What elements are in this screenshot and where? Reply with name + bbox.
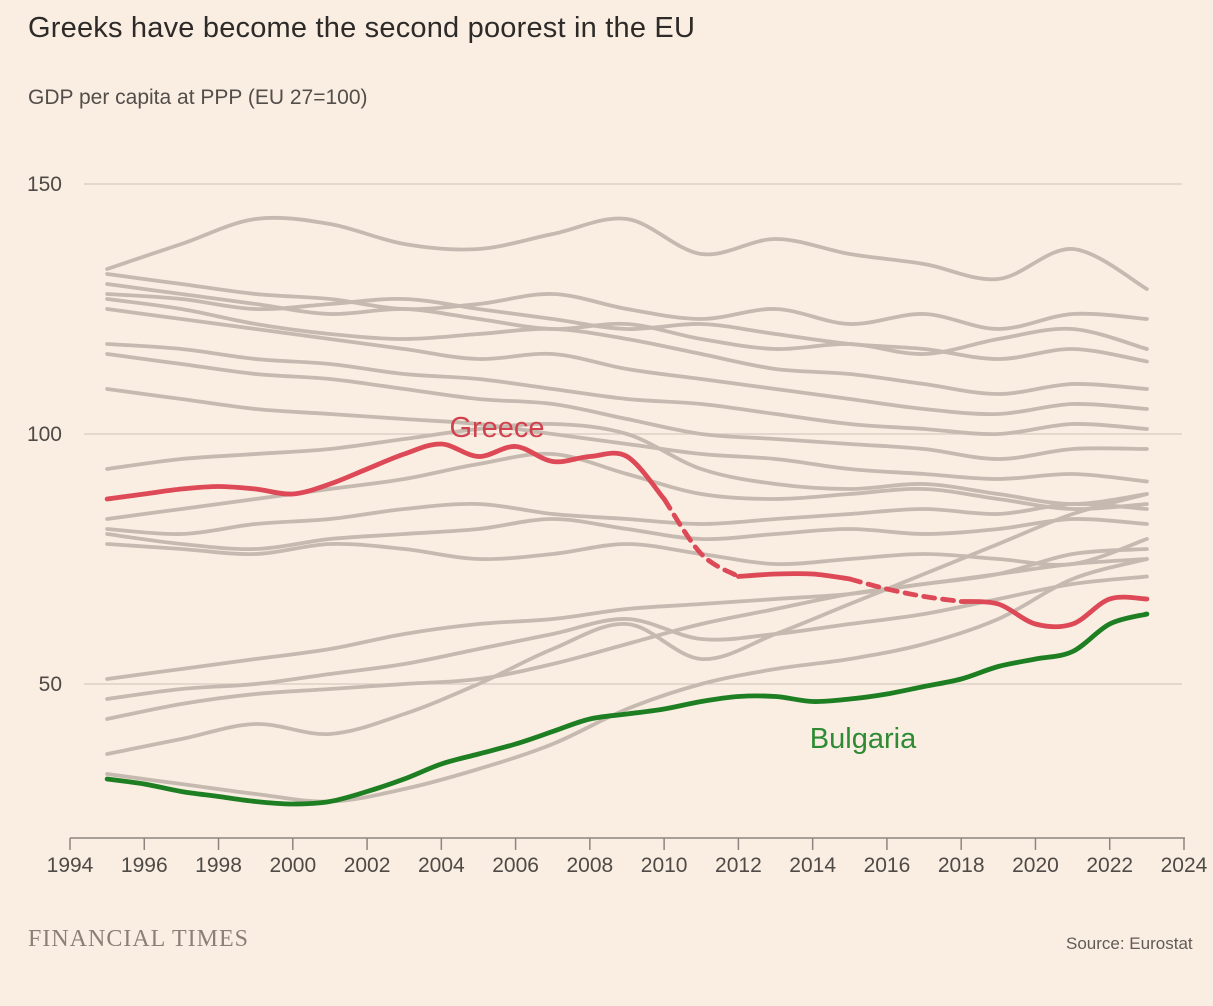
background-country-line xyxy=(105,421,1149,506)
y-tick-label: 150 xyxy=(27,173,62,196)
background-country-line xyxy=(105,501,1149,536)
ft-logo-text: FINANCIAL TIMES xyxy=(28,926,250,952)
background-country-line xyxy=(105,215,1149,291)
x-tick-label: 2012 xyxy=(715,854,762,877)
bulgaria-line xyxy=(104,611,1150,807)
greece-line xyxy=(661,496,741,579)
x-tick-label: 2022 xyxy=(1086,854,1133,877)
background-country-line xyxy=(105,547,1149,721)
x-tick-label: 2020 xyxy=(1012,854,1059,877)
background-country-line xyxy=(105,492,1149,756)
greece-line xyxy=(958,594,1150,630)
y-tick-label: 100 xyxy=(27,423,62,446)
x-tick-label: 2018 xyxy=(938,854,985,877)
background-country-line xyxy=(105,272,1149,331)
x-tick-label: 1998 xyxy=(195,854,242,877)
y-tick-label: 50 xyxy=(39,673,62,696)
background-country-line xyxy=(105,387,1149,484)
x-tick-label: 2014 xyxy=(789,854,836,877)
x-tick-label: 2006 xyxy=(492,854,539,877)
bulgaria-series-label: Bulgaria xyxy=(810,723,917,755)
greece-series-label: Greece xyxy=(449,412,544,444)
background-country-line xyxy=(105,537,1149,567)
x-tick-label: 2004 xyxy=(418,854,465,877)
greece-line xyxy=(104,441,667,502)
background-country-line xyxy=(105,574,1149,701)
background-country-line xyxy=(105,517,1149,552)
background-country-line xyxy=(105,292,1149,364)
background-country-line xyxy=(105,297,1149,396)
background-country-line xyxy=(105,557,1149,804)
greece-line xyxy=(735,571,853,582)
background-country-line xyxy=(105,451,1149,521)
x-tick-label: 2010 xyxy=(641,854,688,877)
chart-subtitle: GDP per capita at PPP (EU 27=100) xyxy=(28,86,368,109)
x-tick-label: 2024 xyxy=(1161,854,1208,877)
x-tick-label: 1994 xyxy=(47,854,94,877)
chart-title: Greeks have become the second poorest in… xyxy=(28,12,696,44)
background-country-line xyxy=(105,352,1149,461)
x-tick-label: 2016 xyxy=(864,854,911,877)
x-tick-label: 2002 xyxy=(344,854,391,877)
x-tick-label: 1996 xyxy=(121,854,168,877)
greece-line xyxy=(847,576,964,604)
background-country-line xyxy=(105,307,1149,417)
x-tick-label: 2008 xyxy=(567,854,614,877)
x-tick-label: 2000 xyxy=(269,854,316,877)
background-country-line xyxy=(105,342,1149,436)
source-note: Source: Eurostat xyxy=(1066,934,1193,953)
